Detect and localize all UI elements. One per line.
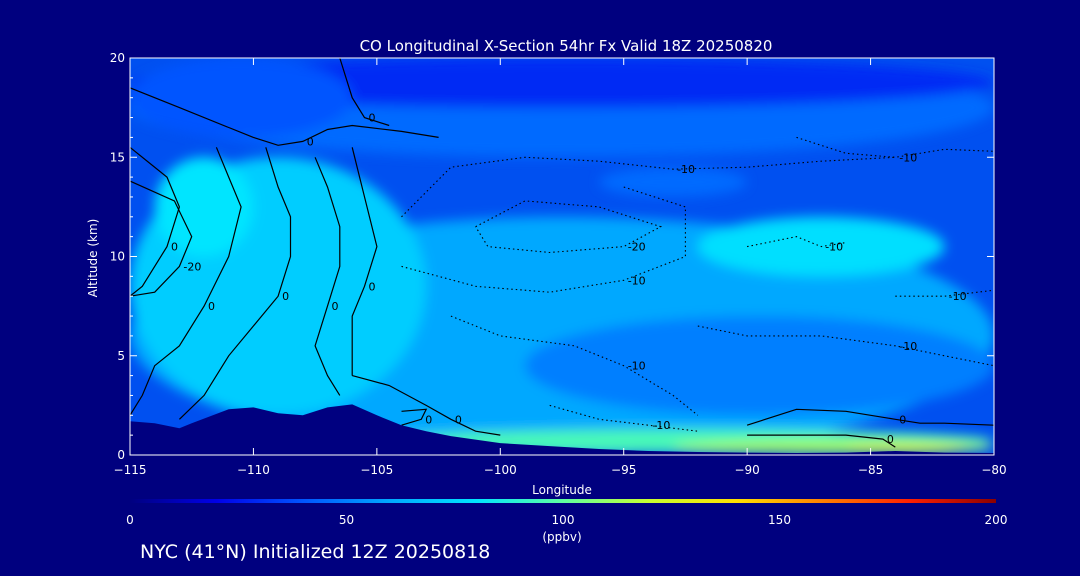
contour-label: -20 [183,260,201,273]
contour-label: 0 [369,112,376,125]
contour-line [130,87,439,146]
y-axis-label: Altitude (km) [86,219,100,298]
contour-label: 0 [282,290,289,303]
contour-label: -10 [949,290,967,303]
contour-label: -10 [628,360,646,373]
co-region [524,316,994,416]
x-tick-label: −100 [484,463,517,477]
contour-label: -10 [652,419,670,432]
colorbar-tick-label: 0 [126,513,134,527]
contour-line [352,375,501,436]
colorbar-tick-label: 200 [985,513,1008,527]
contour-line [796,136,994,158]
y-tick-label: 15 [110,150,125,164]
contour-line [351,147,378,376]
contour-line [401,186,686,293]
y-tick-label: 0 [117,448,125,462]
colorbar-ramp [130,499,996,503]
contour-line [697,325,994,367]
x-tick-label: −105 [360,463,393,477]
contour-line [747,434,896,448]
contour-label: 0 [208,300,215,313]
colorbar: 0 50 100 150 200 (ppbv) [126,499,1007,544]
terrain [130,404,994,455]
contour-label: -10 [899,151,917,164]
colorbar-tick-label: 50 [339,513,354,527]
colorbar-tick-label: 100 [552,513,575,527]
contour-line [895,289,994,297]
contour-line [746,408,994,426]
x-tick-label: −115 [114,463,147,477]
contour-label: 0 [899,413,906,426]
contour-line [178,147,292,420]
contour-label: -10 [825,241,843,254]
x-tick-label: −85 [858,463,883,477]
contour-label: -10 [628,274,646,287]
co-region [154,157,254,257]
contour-line [130,180,193,297]
contour-label: 0 [455,413,462,426]
colorbar-unit-label: (ppbv) [542,530,581,544]
contour-label: 0 [331,300,338,313]
co-region [599,167,748,197]
x-tick-label: −110 [237,463,270,477]
contour-line [314,157,341,396]
x-tick-label: −95 [611,463,636,477]
contour-label: 0 [425,413,432,426]
initialization-caption: NYC (41°N) Initialized 12Z 20250818 [140,541,491,563]
y-tick-label: 20 [110,51,125,65]
contour-label: 0 [171,241,178,254]
contour-line [130,147,242,416]
y-tick-label: 10 [110,250,125,264]
contour-line [401,156,896,218]
contour-label: -20 [628,241,646,254]
contour-line [475,200,663,254]
contour-line [746,236,846,248]
contour-line [130,146,181,297]
x-axis-label: Longitude [532,483,592,497]
x-tick-label: −90 [734,463,759,477]
contour-label: 0 [887,433,894,446]
chart-title: CO Longitudinal X-Section 54hr Fx Valid … [360,37,773,55]
contour-line [450,315,699,416]
contour-label: -10 [677,163,695,176]
contour-label: 0 [369,280,376,293]
y-tick-label: 5 [117,349,125,363]
x-tick-label: −80 [981,463,1006,477]
contour-line [339,58,390,127]
colorbar-tick-label: 150 [768,513,791,527]
co-region [845,443,970,454]
contour-label: -10 [899,340,917,353]
contour-label: 0 [307,135,314,148]
co-region [130,58,353,138]
contour-line [401,408,428,426]
